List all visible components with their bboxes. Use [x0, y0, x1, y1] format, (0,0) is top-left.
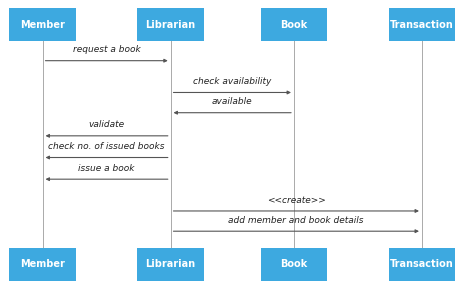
FancyBboxPatch shape: [389, 248, 455, 281]
Text: request a book: request a book: [73, 45, 140, 54]
Text: Transaction: Transaction: [390, 260, 454, 269]
Text: <<create>>: <<create>>: [267, 196, 326, 205]
Text: check no. of issued books: check no. of issued books: [48, 142, 165, 151]
FancyBboxPatch shape: [137, 248, 204, 281]
Text: validate: validate: [89, 121, 125, 129]
FancyBboxPatch shape: [137, 8, 204, 41]
Text: add member and book details: add member and book details: [228, 216, 364, 225]
Text: Book: Book: [280, 260, 308, 269]
Text: Librarian: Librarian: [146, 260, 196, 269]
FancyBboxPatch shape: [9, 8, 76, 41]
Text: issue a book: issue a book: [78, 164, 135, 173]
Text: available: available: [212, 97, 253, 106]
Text: Librarian: Librarian: [146, 20, 196, 29]
Text: Book: Book: [280, 20, 308, 29]
FancyBboxPatch shape: [9, 248, 76, 281]
FancyBboxPatch shape: [261, 8, 327, 41]
FancyBboxPatch shape: [389, 8, 455, 41]
Text: Member: Member: [20, 260, 65, 269]
FancyBboxPatch shape: [261, 248, 327, 281]
Text: Transaction: Transaction: [390, 20, 454, 29]
Text: check availability: check availability: [193, 77, 272, 86]
Text: Member: Member: [20, 20, 65, 29]
